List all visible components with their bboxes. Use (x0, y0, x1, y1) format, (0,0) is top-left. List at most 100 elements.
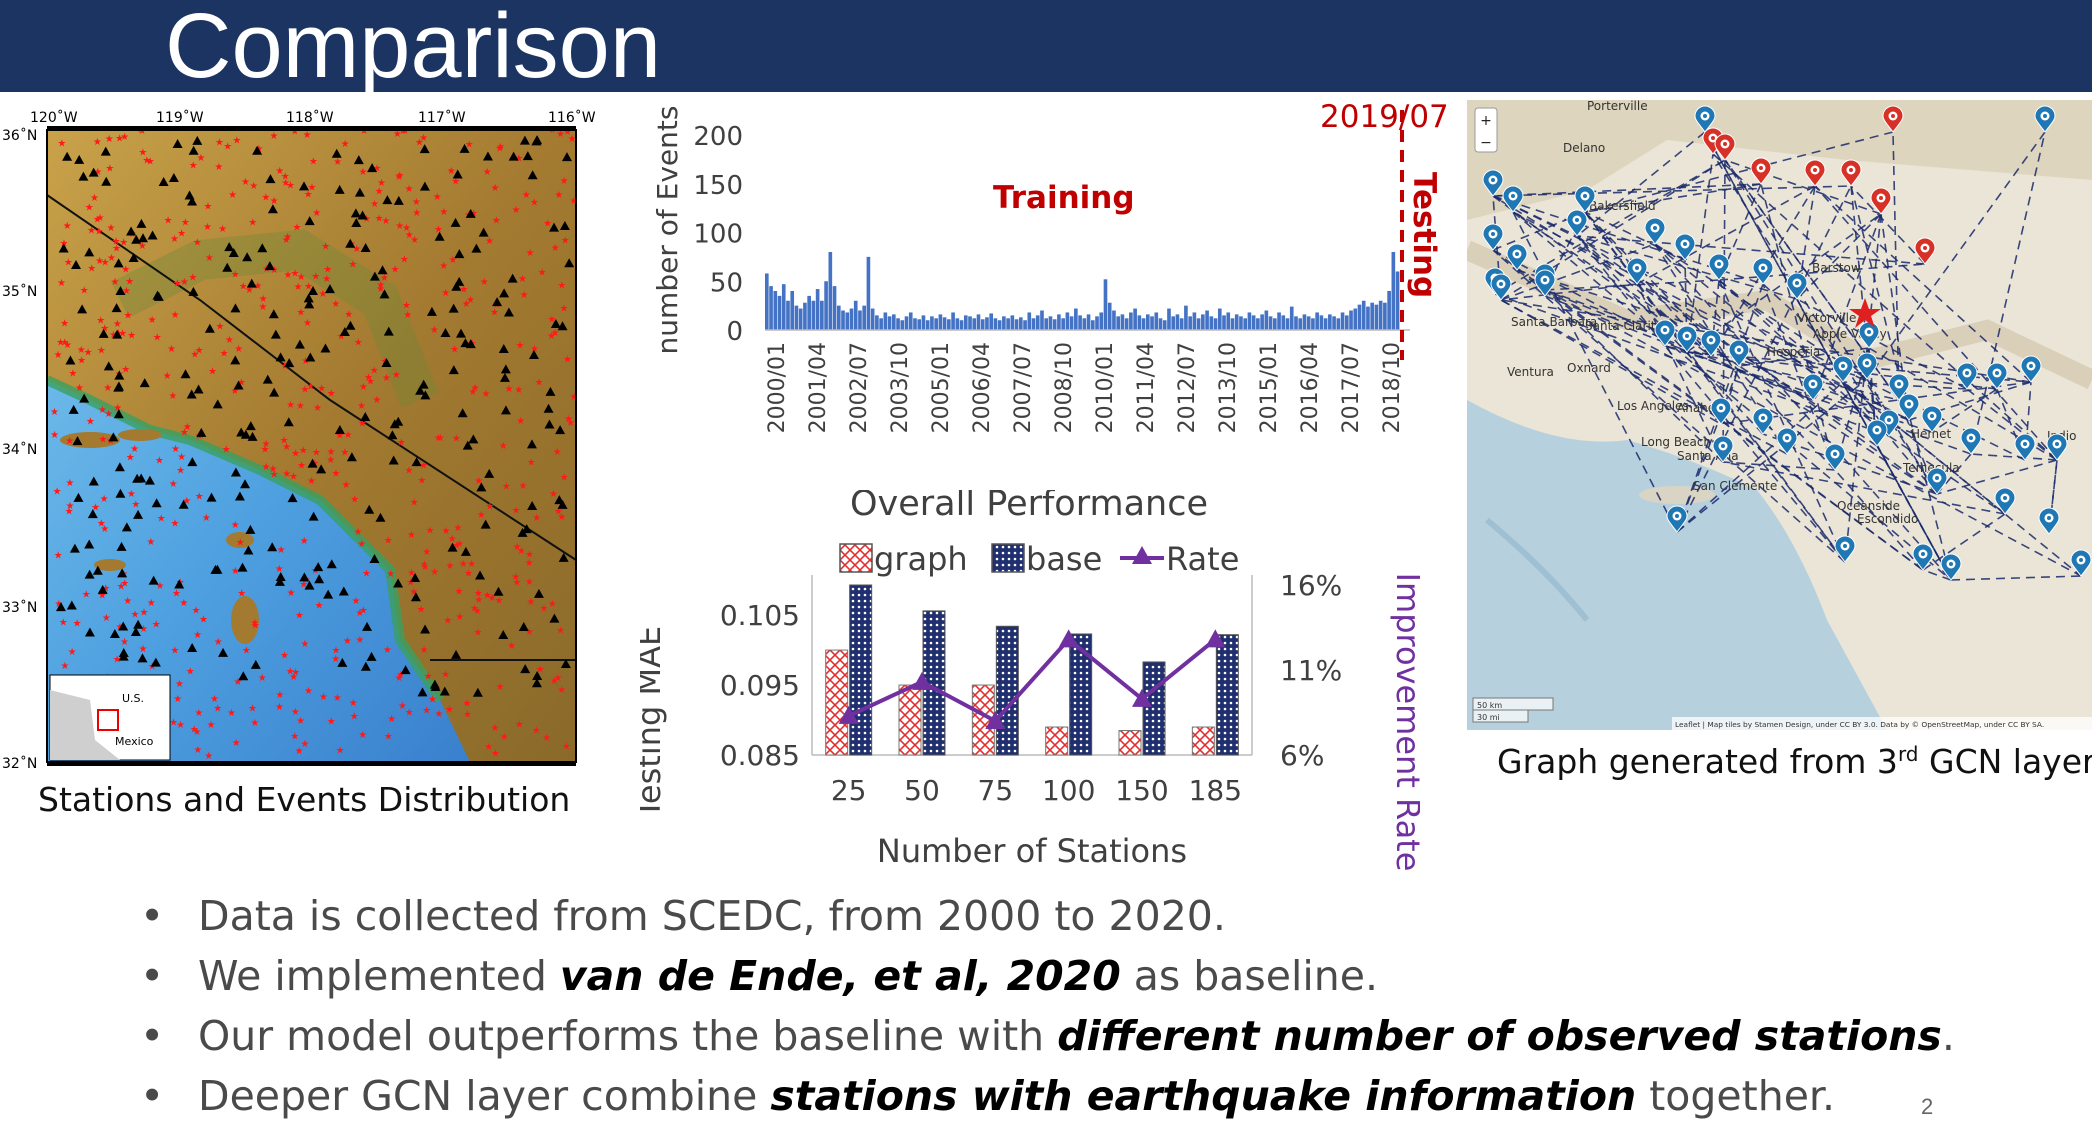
histogram-bar (1179, 318, 1184, 330)
station-pin-icon[interactable] (1786, 272, 1808, 300)
bullet-text: . (1941, 1012, 1955, 1060)
event-station-pin-icon[interactable] (1750, 157, 1772, 185)
histogram-bar (769, 286, 773, 330)
station-pin-icon[interactable] (1666, 505, 1688, 533)
station-pin-icon[interactable] (1654, 319, 1676, 347)
station-triangle-icon (62, 151, 73, 161)
station-pin-icon[interactable] (1482, 223, 1504, 251)
station-pin-icon[interactable] (1752, 257, 1774, 285)
event-star-icon: ★ (96, 316, 105, 327)
station-pin-icon[interactable] (1802, 373, 1824, 401)
event-star-icon: ★ (300, 536, 309, 547)
station-pin-icon[interactable] (1644, 217, 1666, 245)
station-pin-icon[interactable] (1482, 169, 1504, 197)
event-star-icon: ★ (59, 618, 68, 629)
station-pin-icon[interactable] (1832, 355, 1854, 383)
event-star-icon: ★ (123, 596, 132, 607)
station-pin-icon[interactable] (1674, 233, 1696, 261)
event-star-icon: ★ (396, 670, 405, 681)
event-station-pin-icon[interactable] (1804, 159, 1826, 187)
station-pin-icon[interactable] (1708, 253, 1730, 281)
event-star-icon: ★ (205, 253, 214, 264)
station-pin-icon[interactable] (1566, 209, 1588, 237)
event-station-pin-icon[interactable] (1870, 187, 1892, 215)
station-pin-icon[interactable] (1994, 487, 2016, 515)
station-pin-icon[interactable] (1856, 352, 1878, 380)
event-star-icon: ★ (391, 264, 400, 275)
histogram-bar (930, 316, 934, 330)
event-star-icon: ★ (554, 507, 563, 518)
station-pin-icon[interactable] (1921, 405, 1943, 433)
station-triangle-icon (383, 326, 394, 336)
station-triangle-icon (228, 247, 239, 257)
event-star-icon: ★ (395, 673, 404, 684)
station-triangle-icon (440, 328, 451, 338)
event-star-icon: ★ (54, 599, 63, 610)
station-pin-icon[interactable] (1776, 427, 1798, 455)
gcn-edge (1970, 131, 2046, 455)
station-triangle-icon (269, 387, 280, 397)
station-pin-icon[interactable] (1888, 373, 1910, 401)
event-station-pin-icon[interactable] (1840, 159, 1862, 187)
station-pin-icon[interactable] (1940, 553, 1962, 581)
event-station-pin-icon[interactable] (1914, 237, 1936, 265)
legend-base: base (1026, 540, 1102, 578)
histogram-bar (1116, 316, 1120, 330)
event-star-icon: ★ (300, 739, 309, 750)
event-star-icon: ★ (95, 226, 104, 237)
station-pin-icon[interactable] (1694, 105, 1716, 133)
event-star-icon: ★ (269, 131, 278, 142)
station-pin-icon[interactable] (1956, 362, 1978, 390)
station-pin-icon[interactable] (1626, 257, 1648, 285)
station-pin-icon[interactable] (1986, 362, 2008, 390)
event-star-icon: ★ (177, 228, 186, 239)
zoom-out-button[interactable]: − (1480, 135, 1492, 151)
station-pin-icon[interactable] (1534, 269, 1556, 297)
event-star-icon: ★ (370, 365, 379, 376)
event-star-icon: ★ (193, 630, 202, 641)
station-pin-icon[interactable] (1676, 325, 1698, 353)
station-triangle-icon (313, 562, 324, 572)
event-station-pin-icon[interactable] (1882, 105, 1904, 133)
zoom-in-button[interactable]: + (1480, 113, 1492, 129)
legend-graph: graph (874, 540, 968, 578)
event-station-pin-icon[interactable] (1714, 133, 1736, 161)
station-pin-icon[interactable] (1728, 339, 1750, 367)
station-pin-icon[interactable] (2020, 355, 2042, 383)
place-label: Porterville (1587, 100, 1648, 113)
station-pin-icon[interactable] (1866, 419, 1888, 447)
gcn-edge (1722, 159, 1726, 463)
station-triangle-icon (275, 352, 286, 362)
station-pin-icon[interactable] (1960, 427, 1982, 455)
station-pin-icon[interactable] (2034, 105, 2056, 133)
station-triangle-icon (375, 512, 386, 522)
station-pin-icon[interactable] (1700, 329, 1722, 357)
event-star-icon: ★ (357, 401, 366, 412)
station-pin-icon[interactable] (1502, 185, 1524, 213)
station-pin-icon[interactable] (1490, 273, 1512, 301)
histogram-bar (921, 315, 926, 330)
station-pin-icon[interactable] (1834, 535, 1856, 563)
station-pin-icon[interactable] (1710, 397, 1732, 425)
station-pin-icon[interactable] (2070, 549, 2092, 577)
histogram-x-tick: 2008/10 (1052, 342, 1077, 433)
event-star-icon: ★ (532, 513, 541, 524)
event-star-icon: ★ (402, 223, 411, 234)
event-star-icon: ★ (105, 134, 114, 145)
station-pin-icon[interactable] (1506, 243, 1528, 271)
station-pin-icon[interactable] (1574, 185, 1596, 213)
perf-y2-tick: 11% (1280, 654, 1342, 687)
station-pin-icon[interactable] (2014, 433, 2036, 461)
event-star-icon: ★ (142, 155, 151, 166)
station-pin-icon[interactable] (2038, 507, 2060, 535)
station-pin-icon[interactable] (1752, 407, 1774, 435)
station-pin-icon[interactable] (1712, 435, 1734, 463)
event-star-icon: ★ (68, 368, 77, 379)
station-pin-icon[interactable] (1898, 393, 1920, 421)
histogram-bar (1146, 314, 1150, 330)
station-pin-icon[interactable] (1912, 543, 1934, 571)
perf-y2-tick: 16% (1280, 569, 1342, 602)
station-pin-icon[interactable] (1926, 467, 1948, 495)
station-pin-icon[interactable] (1824, 443, 1846, 471)
station-pin-icon[interactable] (2046, 433, 2068, 461)
